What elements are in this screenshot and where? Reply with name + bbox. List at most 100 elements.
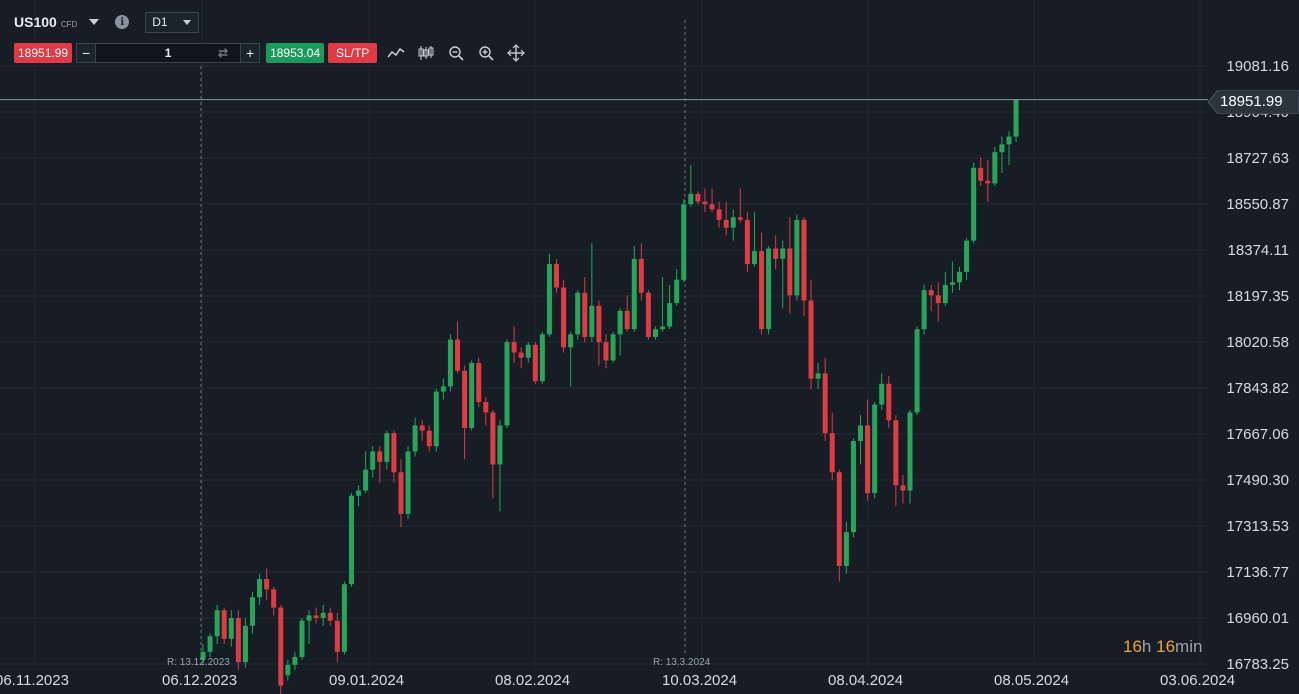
candle bbox=[568, 331, 574, 387]
candle-body bbox=[744, 219, 750, 265]
candle-body bbox=[377, 451, 383, 462]
candle bbox=[575, 290, 581, 340]
price-axis-label: 17313.53 bbox=[1226, 518, 1289, 535]
price-axis-label: 17667.06 bbox=[1226, 426, 1289, 443]
line-chart-icon[interactable] bbox=[387, 44, 405, 62]
countdown-minutes: 16 bbox=[1156, 637, 1176, 656]
candle bbox=[822, 357, 828, 442]
candle bbox=[356, 485, 362, 507]
candle-body bbox=[356, 490, 362, 496]
sl-tp-button[interactable]: SL/TP bbox=[328, 42, 378, 63]
candle-body bbox=[412, 425, 418, 452]
candle-body bbox=[391, 433, 397, 473]
candlestick-chart-icon[interactable] bbox=[417, 44, 435, 62]
candle-body bbox=[334, 620, 340, 652]
candle bbox=[532, 342, 538, 384]
candle bbox=[610, 331, 616, 363]
candle-body bbox=[214, 610, 220, 637]
candle bbox=[865, 399, 871, 501]
candles bbox=[200, 99, 1019, 694]
instrument-dropdown-icon[interactable] bbox=[89, 19, 100, 25]
countdown-minutes-unit: min bbox=[1175, 637, 1203, 656]
candle-body bbox=[893, 420, 899, 486]
price-axis-label: 17136.77 bbox=[1226, 564, 1289, 581]
candle-body bbox=[306, 615, 312, 621]
candle-body bbox=[942, 284, 948, 304]
info-icon[interactable]: i bbox=[115, 15, 130, 29]
candle bbox=[200, 644, 206, 665]
candle bbox=[539, 331, 545, 384]
candle-body bbox=[200, 651, 206, 660]
time-axis-label: 03.06.2024 bbox=[1160, 672, 1236, 689]
candle-body bbox=[299, 620, 305, 658]
candle bbox=[660, 277, 666, 332]
candle-body bbox=[462, 370, 468, 429]
candle bbox=[370, 446, 376, 478]
candle bbox=[384, 430, 390, 470]
decrease-quantity-button[interactable]: − bbox=[77, 43, 96, 62]
instrument-symbol[interactable]: US100 bbox=[14, 14, 57, 30]
swap-icon[interactable]: ⇄ bbox=[218, 45, 229, 60]
candle-body bbox=[207, 636, 213, 652]
sell-price-button[interactable]: 18951.99 bbox=[14, 42, 73, 63]
candle bbox=[299, 618, 305, 660]
candle-body bbox=[327, 612, 333, 621]
candle bbox=[221, 607, 227, 645]
zoom-out-icon[interactable] bbox=[447, 44, 465, 62]
candle-body bbox=[971, 167, 977, 241]
candle-body bbox=[341, 584, 347, 652]
candle-body bbox=[978, 167, 984, 181]
candle-body bbox=[532, 344, 538, 382]
candle-body bbox=[497, 425, 503, 465]
candle bbox=[808, 279, 814, 389]
quantity-input[interactable]: 1 ⇄ bbox=[95, 43, 242, 62]
candle bbox=[978, 157, 984, 187]
candle-body bbox=[539, 334, 545, 382]
candle-body bbox=[483, 402, 489, 413]
increase-quantity-button[interactable]: + bbox=[241, 43, 260, 62]
candle bbox=[645, 290, 651, 340]
candle bbox=[780, 240, 786, 309]
candle bbox=[801, 217, 807, 317]
chevron-down-icon bbox=[183, 19, 192, 25]
candle-body bbox=[447, 339, 453, 387]
countdown-hours-unit: h bbox=[1141, 637, 1152, 656]
price-axis-label: 18727.63 bbox=[1226, 150, 1289, 167]
candle bbox=[306, 610, 312, 645]
price-axis-label: 16783.25 bbox=[1226, 656, 1289, 673]
price-axis-label: 17843.82 bbox=[1226, 380, 1289, 397]
candle-body bbox=[794, 219, 800, 296]
candle bbox=[949, 261, 955, 293]
candle bbox=[264, 568, 270, 600]
candle-body bbox=[723, 219, 729, 228]
timeframe-select[interactable]: D1 bbox=[145, 11, 200, 33]
candle-body bbox=[638, 258, 644, 293]
candle-body bbox=[554, 264, 559, 288]
current-price-value: 18951.99 bbox=[1220, 93, 1283, 110]
candle bbox=[999, 136, 1005, 173]
candle-body bbox=[808, 300, 814, 379]
candle bbox=[348, 493, 354, 587]
candle-body bbox=[257, 578, 263, 598]
current-price-marker: 18951.99 bbox=[1208, 90, 1299, 114]
candle bbox=[744, 212, 750, 272]
candle bbox=[398, 459, 404, 527]
candle-body bbox=[702, 201, 708, 205]
candle bbox=[751, 212, 757, 267]
candle-body bbox=[285, 664, 291, 676]
buy-price-button[interactable]: 18953.04 bbox=[266, 42, 325, 63]
crosshair-move-icon[interactable] bbox=[507, 43, 525, 62]
zoom-in-icon[interactable] bbox=[477, 44, 495, 62]
candle-body bbox=[313, 615, 319, 619]
reference-lines bbox=[200, 20, 686, 656]
candle-body bbox=[872, 404, 878, 494]
candle bbox=[674, 269, 680, 306]
candle bbox=[709, 188, 715, 213]
candle-body bbox=[886, 383, 892, 421]
candle-body bbox=[398, 472, 404, 514]
price-axis-label: 16960.01 bbox=[1226, 610, 1289, 627]
trade-bar: 18951.99 − 1 ⇄ + 18953.04 SL/TP bbox=[14, 42, 525, 63]
candle-body bbox=[935, 295, 941, 304]
candle-body bbox=[589, 305, 595, 337]
